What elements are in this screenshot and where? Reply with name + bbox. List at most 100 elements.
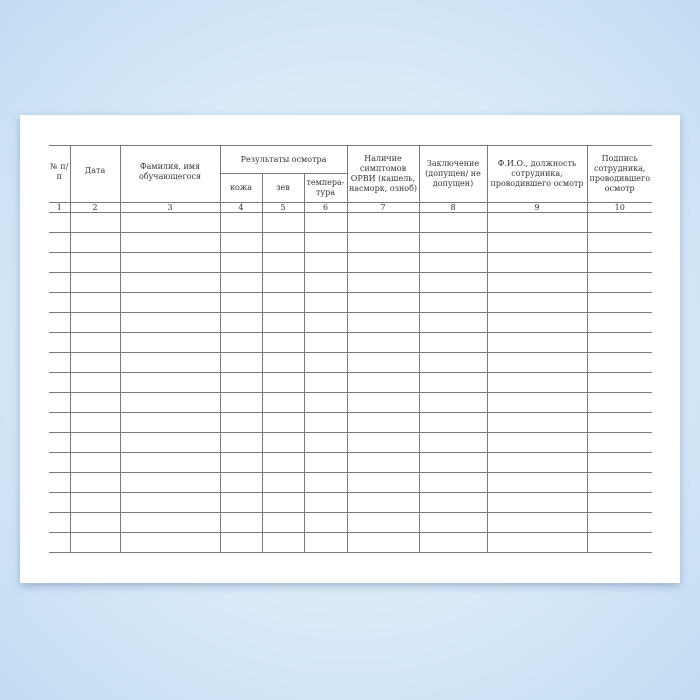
- table-cell[interactable]: [49, 472, 71, 493]
- table-cell[interactable]: [418, 252, 488, 273]
- table-cell[interactable]: [586, 252, 652, 273]
- table-cell[interactable]: [119, 352, 221, 373]
- table-cell[interactable]: [418, 332, 488, 353]
- table-cell[interactable]: [69, 332, 121, 353]
- table-cell[interactable]: [219, 452, 263, 473]
- table-cell[interactable]: [261, 372, 305, 393]
- table-cell[interactable]: [69, 252, 121, 273]
- table-cell[interactable]: [303, 252, 348, 273]
- table-cell[interactable]: [418, 412, 488, 433]
- table-cell[interactable]: [586, 432, 652, 453]
- table-cell[interactable]: [586, 352, 652, 373]
- table-cell[interactable]: [119, 492, 221, 513]
- table-cell[interactable]: [303, 272, 348, 293]
- table-cell[interactable]: [261, 212, 305, 233]
- table-cell[interactable]: [346, 212, 420, 233]
- table-cell[interactable]: [219, 512, 263, 533]
- table-cell[interactable]: [586, 452, 652, 473]
- table-cell[interactable]: [69, 412, 121, 433]
- table-cell[interactable]: [49, 292, 71, 313]
- table-cell[interactable]: [486, 332, 588, 353]
- table-cell[interactable]: [486, 272, 588, 293]
- table-cell[interactable]: [486, 392, 588, 413]
- table-cell[interactable]: [586, 272, 652, 293]
- table-cell[interactable]: [49, 532, 71, 553]
- table-cell[interactable]: [261, 532, 305, 553]
- table-cell[interactable]: [119, 312, 221, 333]
- table-cell[interactable]: [303, 452, 348, 473]
- table-cell[interactable]: [418, 212, 488, 233]
- table-cell[interactable]: [49, 332, 71, 353]
- table-cell[interactable]: [486, 352, 588, 373]
- table-cell[interactable]: [586, 332, 652, 353]
- table-cell[interactable]: [219, 412, 263, 433]
- table-cell[interactable]: [346, 392, 420, 413]
- table-cell[interactable]: [69, 312, 121, 333]
- table-cell[interactable]: [303, 292, 348, 313]
- table-cell[interactable]: [303, 372, 348, 393]
- table-cell[interactable]: [119, 452, 221, 473]
- table-cell[interactable]: [219, 232, 263, 253]
- table-cell[interactable]: [586, 312, 652, 333]
- table-cell[interactable]: [219, 392, 263, 413]
- table-cell[interactable]: [49, 352, 71, 373]
- table-cell[interactable]: [49, 492, 71, 513]
- table-cell[interactable]: [346, 432, 420, 453]
- table-cell[interactable]: [586, 392, 652, 413]
- table-cell[interactable]: [219, 372, 263, 393]
- table-cell[interactable]: [346, 412, 420, 433]
- table-cell[interactable]: [119, 512, 221, 533]
- table-cell[interactable]: [69, 472, 121, 493]
- table-cell[interactable]: [261, 272, 305, 293]
- table-cell[interactable]: [69, 452, 121, 473]
- table-cell[interactable]: [418, 472, 488, 493]
- table-cell[interactable]: [119, 212, 221, 233]
- table-cell[interactable]: [69, 372, 121, 393]
- table-cell[interactable]: [346, 512, 420, 533]
- table-cell[interactable]: [418, 232, 488, 253]
- table-cell[interactable]: [49, 232, 71, 253]
- table-cell[interactable]: [119, 272, 221, 293]
- table-cell[interactable]: [119, 332, 221, 353]
- table-cell[interactable]: [261, 472, 305, 493]
- table-cell[interactable]: [49, 272, 71, 293]
- table-cell[interactable]: [261, 252, 305, 273]
- table-cell[interactable]: [418, 392, 488, 413]
- table-cell[interactable]: [119, 532, 221, 553]
- table-cell[interactable]: [219, 292, 263, 313]
- table-cell[interactable]: [69, 432, 121, 453]
- table-cell[interactable]: [486, 232, 588, 253]
- table-cell[interactable]: [303, 492, 348, 513]
- table-cell[interactable]: [346, 232, 420, 253]
- table-cell[interactable]: [486, 452, 588, 473]
- table-cell[interactable]: [486, 512, 588, 533]
- table-cell[interactable]: [219, 472, 263, 493]
- table-cell[interactable]: [303, 392, 348, 413]
- table-cell[interactable]: [303, 532, 348, 553]
- table-cell[interactable]: [418, 452, 488, 473]
- table-cell[interactable]: [69, 352, 121, 373]
- table-cell[interactable]: [486, 412, 588, 433]
- table-cell[interactable]: [261, 312, 305, 333]
- table-cell[interactable]: [486, 292, 588, 313]
- table-cell[interactable]: [346, 252, 420, 273]
- table-cell[interactable]: [586, 472, 652, 493]
- table-cell[interactable]: [486, 252, 588, 273]
- table-cell[interactable]: [346, 452, 420, 473]
- table-cell[interactable]: [49, 312, 71, 333]
- table-cell[interactable]: [303, 332, 348, 353]
- table-cell[interactable]: [486, 492, 588, 513]
- table-cell[interactable]: [303, 472, 348, 493]
- table-cell[interactable]: [49, 512, 71, 533]
- table-cell[interactable]: [119, 412, 221, 433]
- table-cell[interactable]: [261, 392, 305, 413]
- table-cell[interactable]: [346, 352, 420, 373]
- table-cell[interactable]: [261, 492, 305, 513]
- table-cell[interactable]: [261, 452, 305, 473]
- table-cell[interactable]: [486, 432, 588, 453]
- table-cell[interactable]: [119, 432, 221, 453]
- table-cell[interactable]: [586, 412, 652, 433]
- table-cell[interactable]: [303, 232, 348, 253]
- table-cell[interactable]: [486, 472, 588, 493]
- table-cell[interactable]: [49, 452, 71, 473]
